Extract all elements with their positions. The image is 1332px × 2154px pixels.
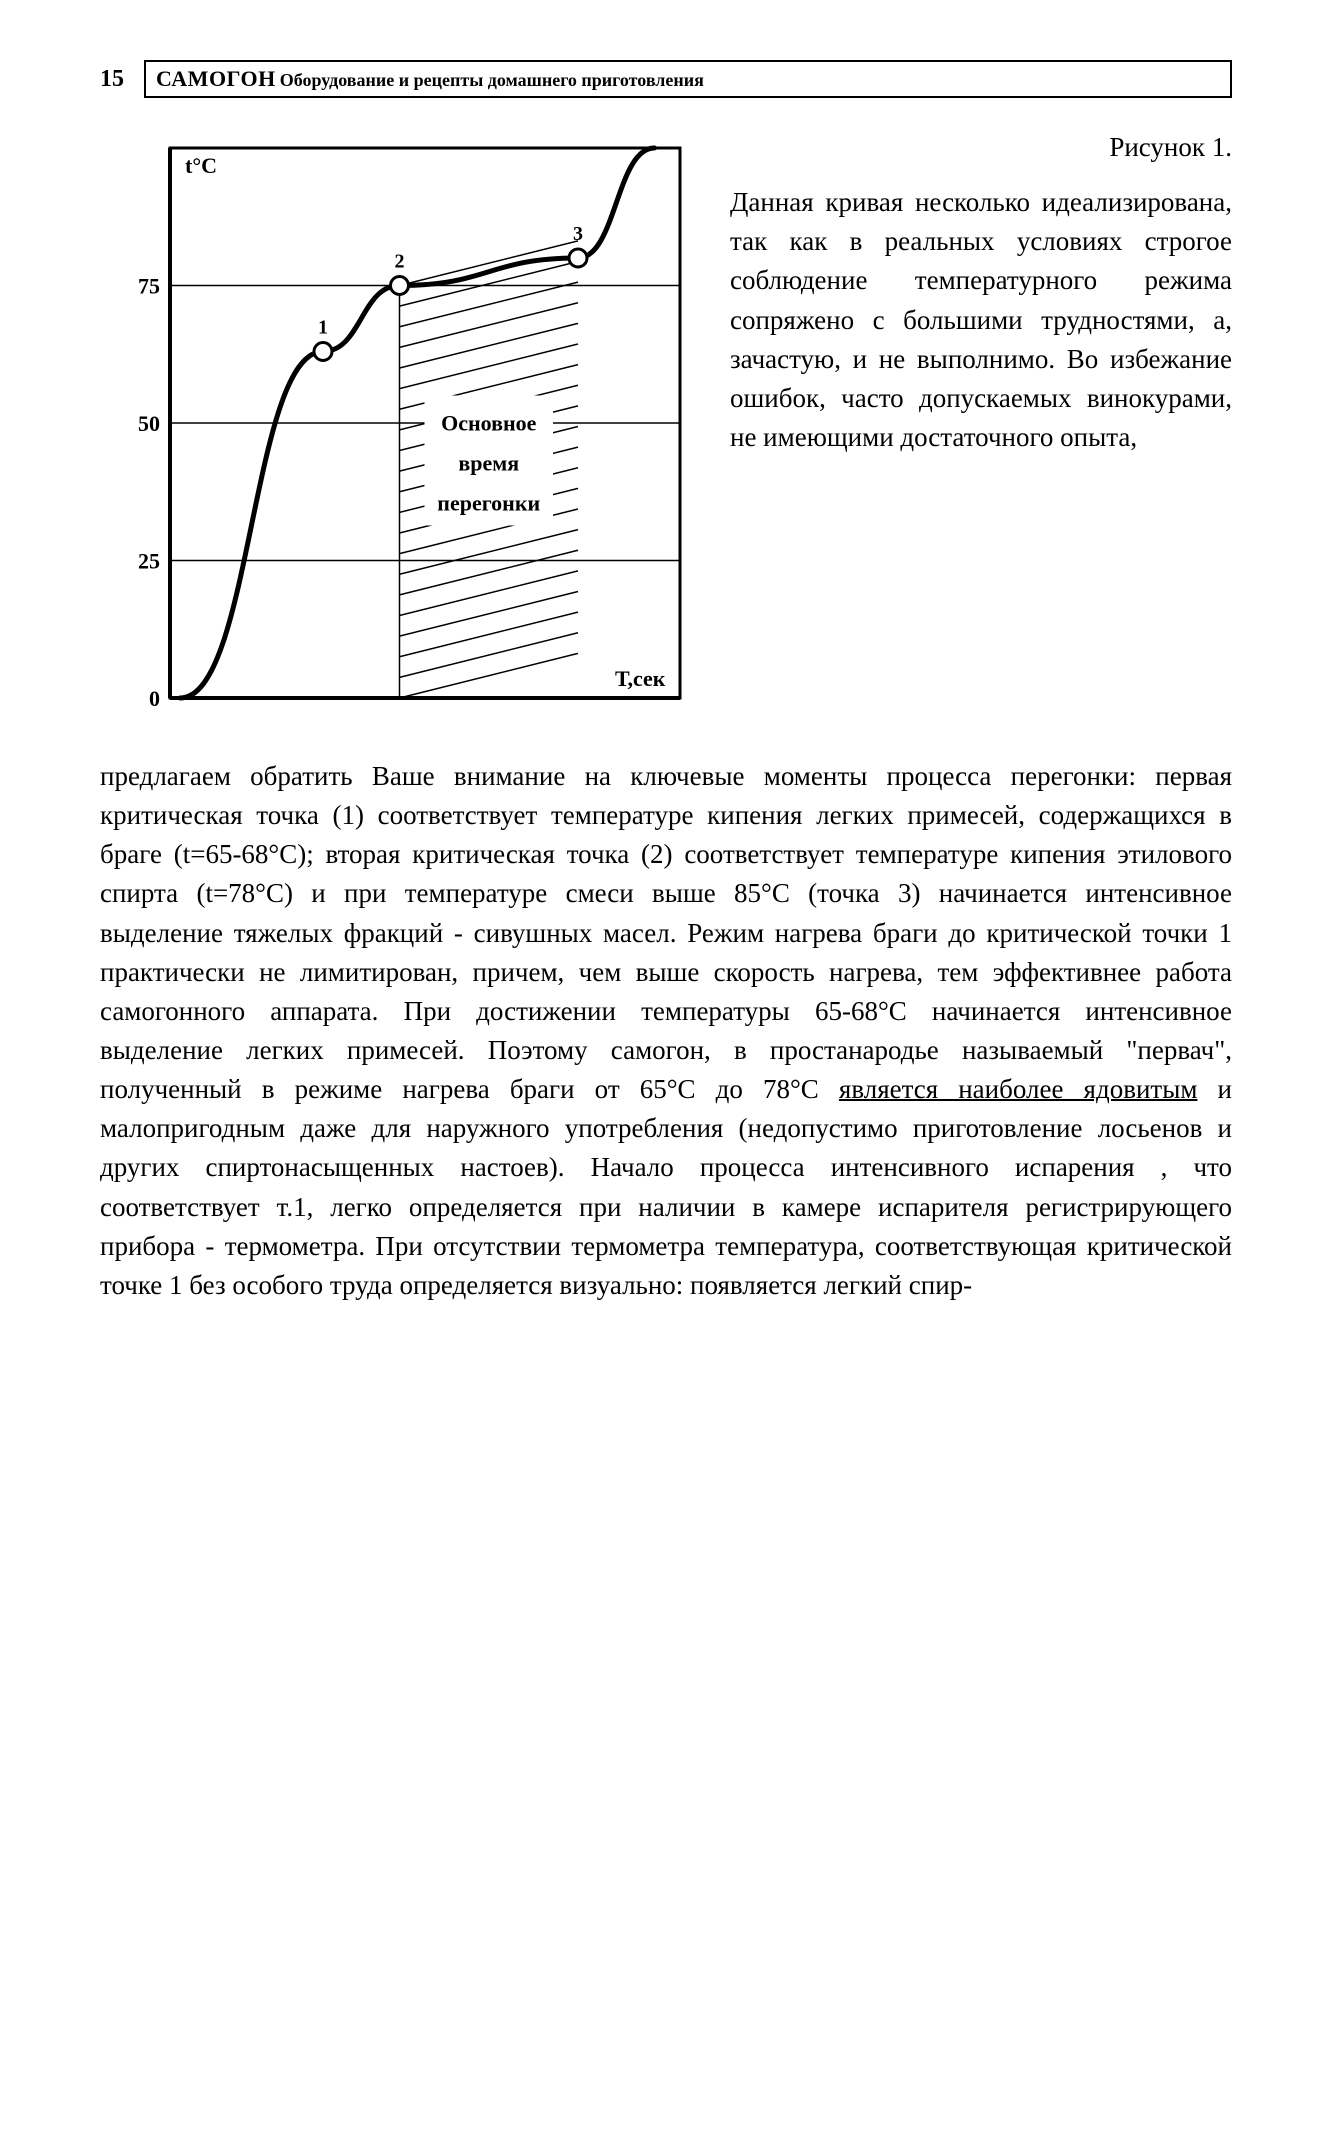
svg-text:25: 25	[138, 549, 160, 574]
body-part-2: и малопригодным даже для наружного употр…	[100, 1074, 1232, 1300]
distillation-chart: 0 25 50 75 Основное время перегонки 1 2 3 t°C Т,сек	[100, 128, 700, 748]
svg-text:75: 75	[138, 274, 160, 299]
body-underlined: является наиболее ядовитым	[839, 1074, 1198, 1104]
chart-column: 0 25 50 75 Основное время перегонки 1 2 3 t°C Т,сек	[100, 128, 700, 753]
svg-text:перегонки: перегонки	[437, 491, 540, 516]
side-paragraph: Данная кривая несколько идеали­зирована,…	[730, 183, 1232, 457]
svg-text:Основное: Основное	[441, 411, 537, 436]
body-text: предлагаем обратить Ваше внимание на клю…	[100, 757, 1232, 1305]
side-text-column: Рисунок 1. Данная кривая несколько идеал…	[730, 128, 1232, 457]
svg-text:50: 50	[138, 411, 160, 436]
header-title: САМОГОН	[156, 66, 276, 91]
figure-label: Рисунок 1.	[730, 128, 1232, 167]
header-subtitle: Оборудование и рецепты домашнего пригото…	[280, 70, 704, 90]
body-part-1: предлагаем обратить Ваше внимание на клю…	[100, 761, 1232, 1104]
page-header: 15 САМОГОН Оборудование и рецепты домашн…	[100, 60, 1232, 98]
svg-text:3: 3	[573, 223, 583, 245]
page-number: 15	[100, 66, 132, 93]
header-box: САМОГОН Оборудование и рецепты домашнего…	[144, 60, 1232, 98]
svg-text:1: 1	[318, 317, 328, 339]
svg-text:t°C: t°C	[185, 153, 217, 178]
svg-text:Т,сек: Т,сек	[615, 666, 666, 691]
svg-text:2: 2	[395, 251, 405, 273]
svg-text:время: время	[458, 451, 519, 476]
svg-text:0: 0	[149, 686, 160, 711]
